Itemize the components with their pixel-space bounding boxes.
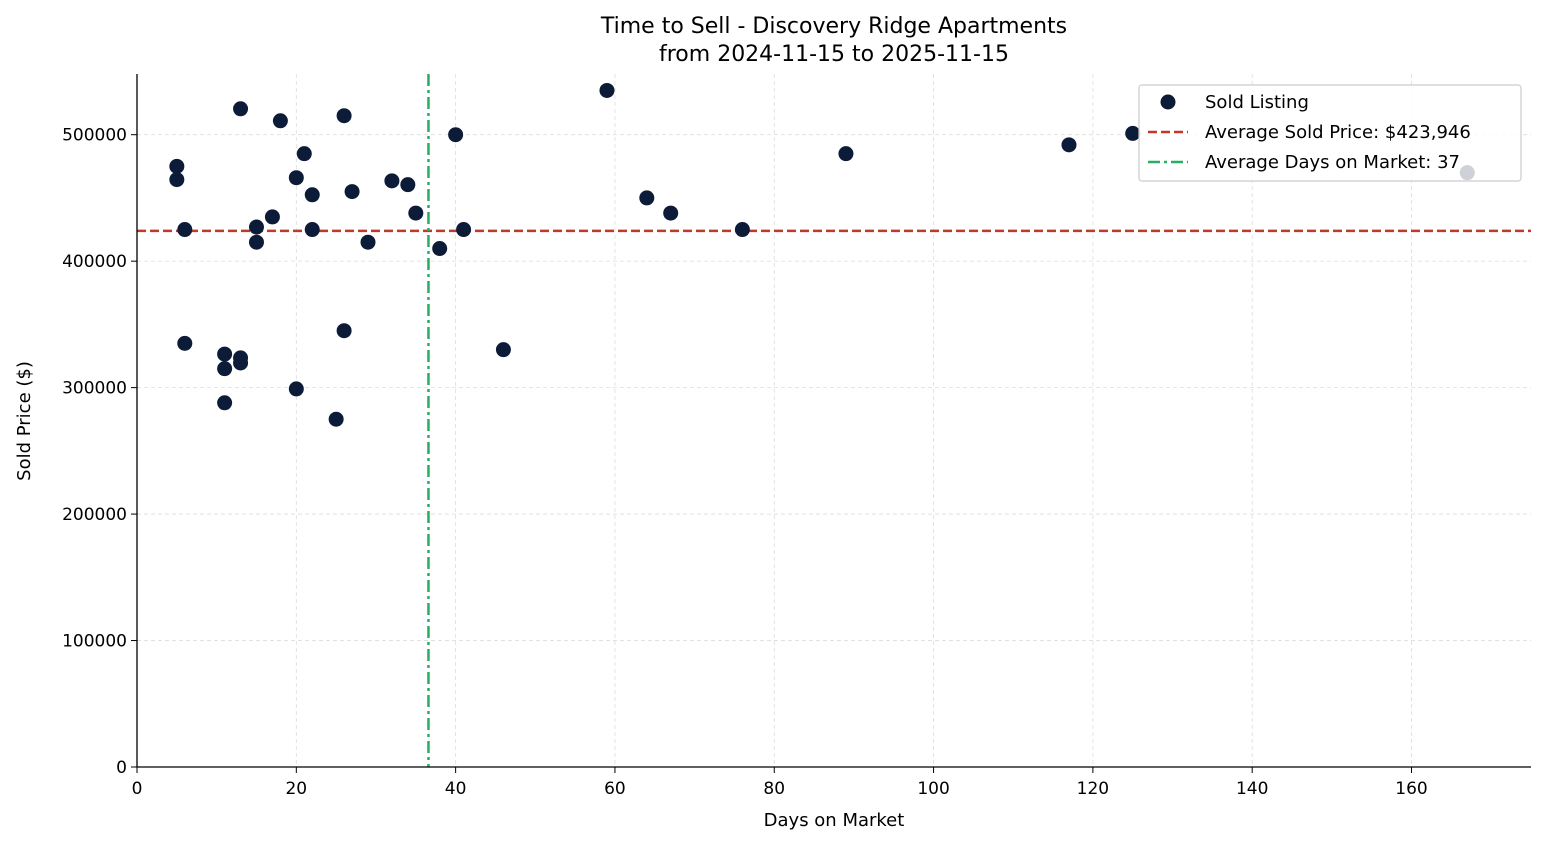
data-point bbox=[288, 170, 304, 186]
data-point bbox=[328, 411, 344, 427]
legend-box bbox=[1138, 84, 1522, 182]
legend-label-avg-price: Average Sold Price: $423,946 bbox=[1205, 122, 1471, 143]
data-point bbox=[217, 361, 233, 377]
data-point bbox=[1125, 125, 1141, 141]
data-point bbox=[639, 190, 655, 206]
chart-title: Time to Sell - Discovery Ridge Apartment… bbox=[600, 14, 1067, 39]
x-tick-label: 0 bbox=[132, 779, 143, 799]
data-point bbox=[169, 158, 185, 174]
data-point bbox=[432, 241, 448, 257]
data-point bbox=[400, 177, 416, 193]
y-tick-label: 0 bbox=[116, 758, 127, 778]
data-point bbox=[233, 355, 249, 371]
legend-label-avg-days: Average Days on Market: 37 bbox=[1205, 152, 1460, 173]
x-tick-label: 40 bbox=[445, 779, 467, 799]
data-point bbox=[408, 205, 424, 221]
legend-label-sold: Sold Listing bbox=[1205, 92, 1309, 113]
data-point bbox=[272, 113, 288, 129]
data-point bbox=[336, 108, 352, 124]
data-point bbox=[217, 395, 233, 411]
data-point bbox=[1061, 137, 1077, 153]
data-point bbox=[336, 323, 352, 339]
data-point bbox=[296, 146, 312, 162]
legend-marker-sold bbox=[1160, 94, 1176, 110]
data-point bbox=[304, 187, 320, 203]
x-tick-label: 80 bbox=[763, 779, 785, 799]
x-tick-label: 100 bbox=[917, 779, 949, 799]
y-tick-label: 400000 bbox=[62, 252, 127, 272]
data-point bbox=[248, 234, 264, 250]
y-axis-label: Sold Price ($) bbox=[14, 361, 35, 481]
y-tick-label: 300000 bbox=[62, 379, 127, 399]
data-point bbox=[248, 219, 264, 235]
data-point bbox=[599, 82, 615, 98]
data-point bbox=[663, 205, 679, 221]
data-point bbox=[177, 335, 193, 351]
chart-subtitle: from 2024-11-15 to 2025-11-15 bbox=[659, 42, 1009, 67]
y-tick-label: 100000 bbox=[62, 632, 127, 652]
data-point bbox=[288, 381, 304, 397]
x-tick-label: 20 bbox=[285, 779, 307, 799]
data-point bbox=[264, 209, 280, 225]
data-point bbox=[233, 101, 249, 117]
x-tick-label: 120 bbox=[1077, 779, 1109, 799]
data-point bbox=[217, 346, 233, 362]
data-point bbox=[495, 342, 511, 358]
legend: Sold Listing Average Sold Price: $423,94… bbox=[1138, 84, 1522, 182]
y-tick-label: 500000 bbox=[62, 126, 127, 146]
data-point bbox=[734, 222, 750, 238]
data-point bbox=[177, 222, 193, 238]
data-point bbox=[384, 173, 400, 189]
x-tick-label: 160 bbox=[1395, 779, 1427, 799]
data-point bbox=[360, 234, 376, 250]
x-tick-label: 60 bbox=[604, 779, 626, 799]
data-point bbox=[838, 146, 854, 162]
data-point bbox=[169, 172, 185, 188]
data-point bbox=[448, 127, 464, 143]
data-point bbox=[304, 222, 320, 238]
x-axis-label: Days on Market bbox=[764, 810, 905, 831]
data-point bbox=[456, 222, 472, 238]
y-tick-label: 200000 bbox=[62, 505, 127, 525]
x-tick-label: 140 bbox=[1236, 779, 1268, 799]
data-point bbox=[344, 184, 360, 200]
